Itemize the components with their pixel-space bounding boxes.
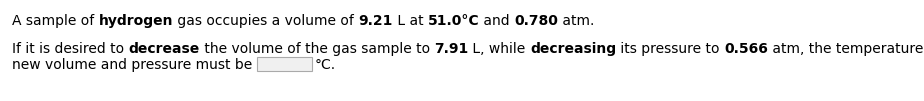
Text: 0.780: 0.780 (515, 14, 558, 28)
Text: its pressure to: its pressure to (616, 42, 724, 56)
Text: gas occupies a volume of: gas occupies a volume of (173, 14, 359, 28)
Text: If it is desired to: If it is desired to (12, 42, 128, 56)
Text: 9.21: 9.21 (359, 14, 393, 28)
Text: 0.566: 0.566 (724, 42, 768, 56)
Text: A sample of: A sample of (12, 14, 99, 28)
Bar (257, 57, 311, 71)
Text: 7.91: 7.91 (434, 42, 468, 56)
Text: 51.0°C: 51.0°C (428, 14, 480, 28)
Text: new volume and pressure must be: new volume and pressure must be (12, 58, 257, 72)
Text: atm, the temperature of the gas sample at the: atm, the temperature of the gas sample a… (768, 42, 924, 56)
Text: atm.: atm. (558, 14, 595, 28)
Text: the volume of the gas sample to: the volume of the gas sample to (200, 42, 434, 56)
Text: decrease: decrease (128, 42, 200, 56)
Text: °C.: °C. (315, 58, 335, 72)
Text: decreasing: decreasing (530, 42, 616, 56)
Text: hydrogen: hydrogen (99, 14, 173, 28)
Text: L, while: L, while (468, 42, 530, 56)
Text: and: and (480, 14, 515, 28)
Text: L at: L at (393, 14, 428, 28)
